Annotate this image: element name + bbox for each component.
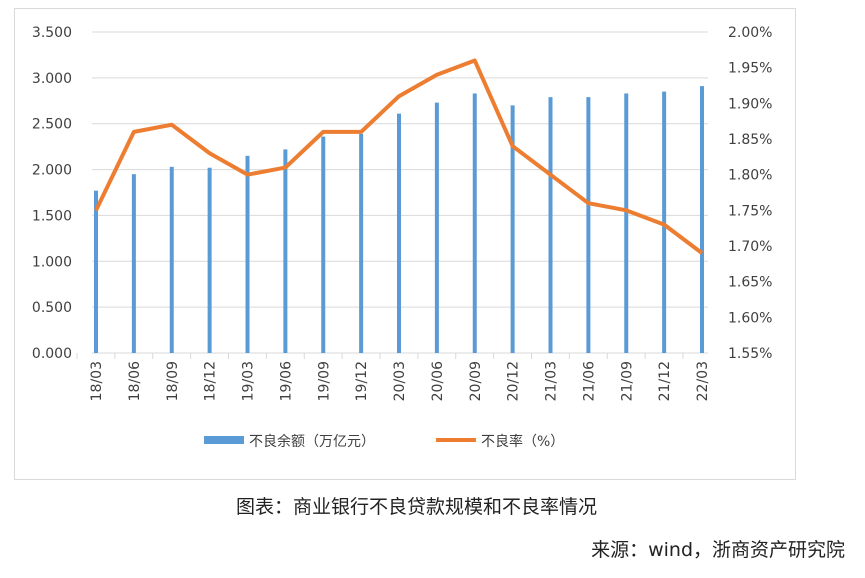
source-note: 来源：wind，浙商资产研究院 [591,539,845,561]
legend-label-line: 不良率（%） [481,433,564,450]
x-tick-label: 19/12 [354,361,370,401]
x-tick-label: 20/09 [468,361,484,401]
right-tick-label: 1.55% [728,346,772,362]
x-tick-label: 19/06 [278,361,294,401]
bar [321,136,326,353]
left-tick-label: 0.500 [32,300,72,316]
bar [359,133,364,353]
x-tick-label: 21/09 [619,361,635,401]
chart-caption: 图表：商业银行不良贷款规模和不良率情况 [236,496,598,518]
x-tick-label: 22/03 [695,361,711,401]
x-tick-label: 20/06 [430,361,446,401]
left-tick-label: 2.000 [32,163,72,179]
bar [624,93,629,353]
bar [510,105,515,353]
right-tick-label: 1.65% [728,275,772,291]
right-tick-label: 1.90% [728,96,772,112]
bar [169,166,174,353]
left-tick-label: 1.000 [32,254,72,270]
right-tick-label: 1.60% [728,310,772,326]
legend-swatch-bars [204,436,244,444]
x-tick-label: 20/03 [392,361,408,401]
x-tick-label: 18/06 [127,361,143,401]
bar [586,97,591,353]
bar [548,97,553,353]
bar [131,174,136,353]
right-tick-label: 1.85% [728,132,772,148]
bar [283,149,288,353]
x-tick-label: 18/09 [165,361,181,401]
left-tick-label: 1.500 [32,208,72,224]
bar [207,167,212,353]
left-tick-label: 0.000 [32,346,72,362]
x-tick-label: 18/03 [89,361,105,401]
bar [472,93,477,353]
x-tick-label: 20/12 [506,361,522,401]
left-tick-label: 3.500 [32,25,72,41]
x-tick-label: 19/03 [241,361,257,401]
legend-label-bars: 不良余额（万亿元） [249,433,375,450]
bar [662,91,667,353]
x-tick-label: 21/12 [657,361,673,401]
left-tick-label: 3.000 [32,71,72,87]
right-tick-label: 1.70% [728,239,772,255]
bar [397,113,401,353]
x-tick-label: 18/12 [203,361,219,401]
right-tick-label: 1.95% [728,61,772,77]
bar [434,102,439,354]
right-tick-label: 1.75% [728,203,772,219]
bar [700,86,704,354]
bar [245,155,250,353]
x-tick-label: 19/09 [316,361,332,401]
right-tick-label: 2.00% [728,25,772,41]
bar [94,190,98,353]
chart-frame [14,8,796,480]
x-tick-label: 21/06 [581,361,597,401]
x-tick-label: 21/03 [544,361,560,401]
left-tick-label: 2.500 [32,117,72,133]
right-tick-label: 1.80% [728,168,772,184]
